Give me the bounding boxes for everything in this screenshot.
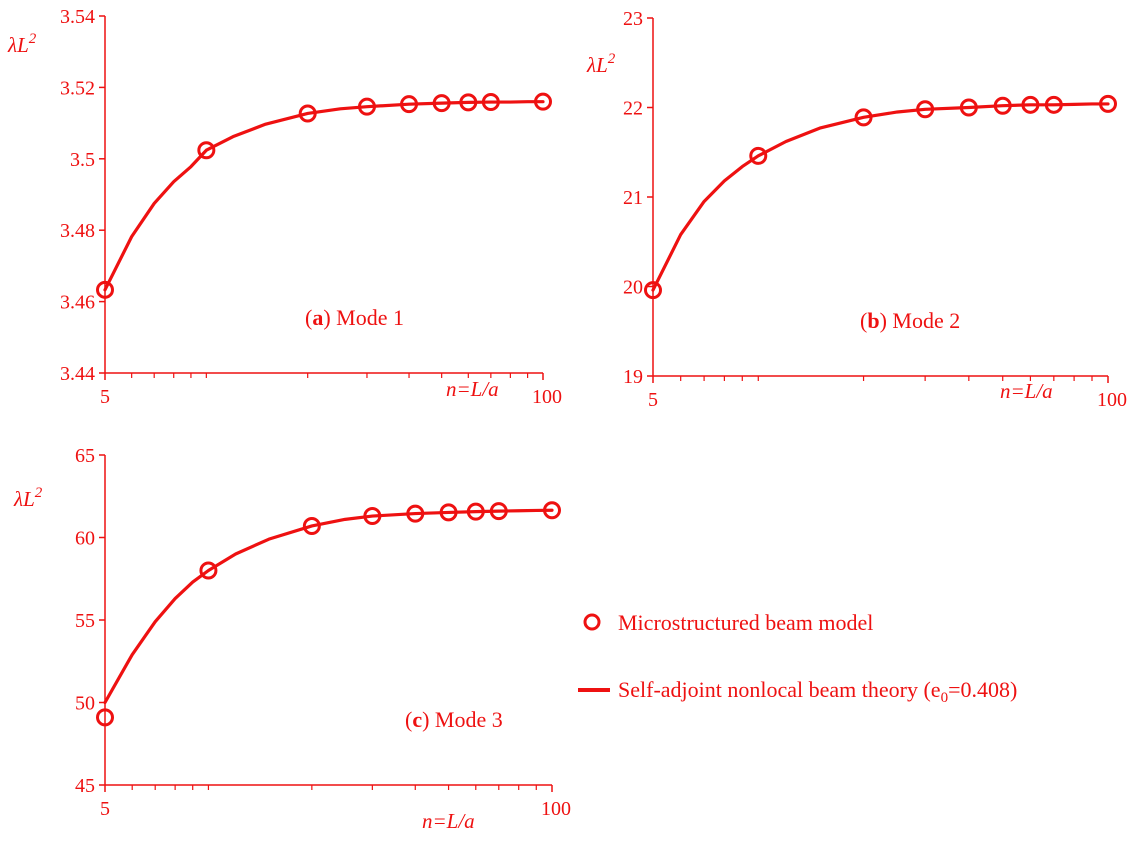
data-point-microstructured [1021,95,1040,114]
x-tick-label-min: 5 [100,386,110,408]
panel-annotation-open: ( [305,305,312,330]
data-point-microstructured [439,503,458,522]
data-point-microstructured [197,141,216,160]
panel-annotation: (c) Mode 3 [405,707,503,732]
y-tick-label: 3.44 [60,363,95,385]
y-axis-label: λL2 [586,51,616,77]
data-point-microstructured [406,504,425,523]
x-axis-label: n=L/a [1000,379,1053,403]
panel-annotation-text: ) Mode 3 [422,707,503,732]
y-axis-label-sup: 2 [29,31,37,47]
data-point-microstructured [432,94,451,113]
data-point-microstructured [199,561,218,580]
data-point-microstructured [1099,94,1117,113]
data-point-microstructured [357,97,376,116]
panel-annotation-letter: a [312,305,323,330]
data-point-microstructured [854,108,873,127]
legend-marker-circle [583,613,601,631]
y-tick-label: 60 [75,528,95,550]
y-tick-label: 3.48 [60,220,95,242]
data-point-microstructured [459,93,478,112]
legend-label-nonlocal-sub: 0 [941,690,949,706]
y-axis-label-main: λL [13,487,35,511]
series-line-nonlocal [103,508,554,705]
data-point-microstructured [400,95,419,114]
x-tick-label-max: 100 [541,798,571,820]
data-point-microstructured [298,104,317,123]
y-axis-label-sup: 2 [608,51,616,67]
panel-annotation: (b) Mode 2 [860,308,960,333]
y-tick-label: 3.52 [60,77,95,99]
data-point-microstructured [959,98,978,117]
data-point-microstructured [302,516,321,535]
panel-annotation-open: ( [860,308,867,333]
x-tick-label-min: 5 [100,798,110,820]
legend: Microstructured beam model Self-adjoint … [578,610,1017,706]
panel-annotation-letter: c [412,707,422,732]
y-tick-label: 20 [623,277,643,299]
data-point-microstructured [644,281,662,300]
data-point-microstructured [363,507,382,526]
chart-panel-b: 19 20 21 22 23 5 100 λL2 n=L/a (b) Mode 2 [586,8,1127,411]
data-point-microstructured [993,96,1012,115]
data-point-microstructured [96,280,114,299]
y-axis-label: λL2 [13,485,43,511]
legend-label-nonlocal-main: Self-adjoint nonlocal beam theory (e [618,677,941,702]
data-point-microstructured [96,708,114,727]
data-point-microstructured [749,146,768,165]
data-point-microstructured [489,502,508,521]
legend-label-nonlocal: Self-adjoint nonlocal beam theory (e0=0.… [618,677,1017,706]
y-tick-label: 22 [623,98,643,120]
y-tick-label: 65 [75,445,95,467]
y-axis-label-main: λL [7,33,29,57]
y-tick-label: 21 [623,187,643,209]
chart-panel-a: 3.44 3.46 3.48 3.5 3.52 3.54 5 100 λL2 n=L/a (a) M… [7,6,562,408]
data-point-microstructured [916,100,935,119]
panel-annotation: (a) Mode 1 [305,305,404,330]
series-line-nonlocal [103,100,545,292]
y-tick-label: 19 [623,366,643,388]
x-axis-label: n=L/a [422,809,475,833]
y-tick-label: 23 [623,8,643,30]
y-axis-label-sup: 2 [35,485,43,501]
data-point-microstructured [543,501,561,520]
panel-annotation-text: ) Mode 2 [880,308,961,333]
y-tick-label: 45 [75,775,95,797]
data-point-microstructured [534,92,552,111]
chart-panel-c: 45 50 55 60 65 5 100 λL2 n=L/a (c) Mode 3 [13,445,571,833]
panel-annotation-text: ) Mode 1 [323,305,404,330]
legend-label-nonlocal-tail: =0.408) [948,677,1017,702]
x-tick-label-max: 100 [1097,389,1127,411]
y-tick-label: 3.54 [60,6,95,28]
x-tick-label-min: 5 [648,389,658,411]
y-tick-label: 50 [75,693,95,715]
y-tick-label: 3.46 [60,292,95,314]
data-point-microstructured [466,502,485,521]
panel-annotation-open: ( [405,707,412,732]
y-axis-label-main: λL [586,53,608,77]
panel-annotation-letter: b [867,308,879,333]
x-axis-label: n=L/a [446,377,499,401]
x-tick-label-max: 100 [532,386,562,408]
data-point-microstructured [481,93,500,112]
data-point-microstructured [1044,95,1063,114]
y-axis-label: λL2 [7,31,37,57]
series-line-nonlocal [651,102,1110,292]
y-tick-label: 55 [75,610,95,632]
y-tick-label: 3.5 [70,149,95,171]
legend-label-microstructured: Microstructured beam model [618,610,873,635]
